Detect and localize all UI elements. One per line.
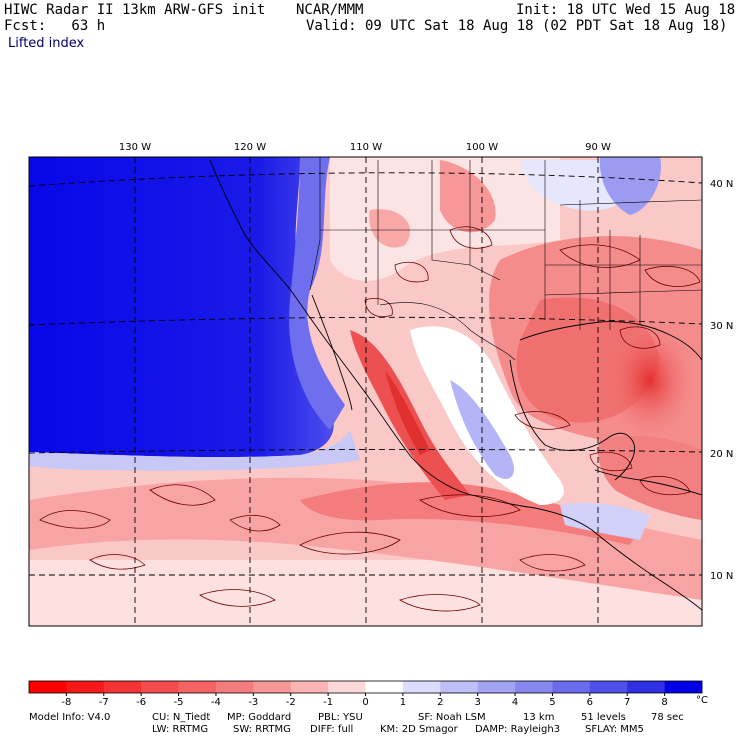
colorbar-tick-label: -3	[248, 697, 258, 708]
colorbar-tick-label: -4	[211, 697, 221, 708]
colorbar-unit: °C	[696, 695, 708, 706]
contour-lines	[39, 226, 701, 612]
colorbar-tick-label: 6	[587, 697, 593, 708]
forecast-hour: Fcst: 63 h	[4, 18, 106, 34]
colorbar-swatch	[589, 681, 628, 693]
valid-time: Valid: 09 UTC Sat 18 Aug 18 (02 PDT Sat …	[306, 18, 728, 34]
institution-label: NCAR/MMM	[296, 2, 364, 18]
timestep: 78 sec	[651, 712, 684, 723]
diffusion-setting: DIFF: full	[310, 724, 354, 735]
colorbar-tick-label: 2	[437, 697, 443, 708]
colorbar-swatch	[402, 681, 441, 693]
map-frame	[28, 156, 703, 627]
colorbar-tick-label: -5	[174, 697, 184, 708]
colorbar-tick-label: 5	[549, 697, 555, 708]
lon-label-130w: 130 W	[119, 142, 151, 153]
grid-spacing: 13 km	[523, 712, 555, 723]
colorbar-swatch	[29, 681, 67, 693]
lat-label-10n: 10 N	[710, 571, 733, 582]
lon-label-90w: 90 W	[585, 142, 611, 153]
colorbar-tick-label: 0	[362, 697, 368, 708]
lon-label-100w: 100 W	[466, 142, 498, 153]
colorbar-swatch	[515, 681, 553, 693]
graticule	[29, 157, 702, 626]
colorbar-tick-label: -2	[286, 697, 296, 708]
colorbar-swatch	[440, 681, 478, 693]
colorbar-swatch	[66, 681, 105, 693]
colorbar-tick-label: -7	[99, 697, 109, 708]
colorbar-tick-label: -6	[136, 697, 146, 708]
lat-label-30n: 30 N	[710, 321, 733, 332]
colorbar-tick-label: -1	[323, 697, 333, 708]
microphysics-scheme: MP: Goddard	[227, 712, 292, 723]
coastlines	[209, 159, 702, 611]
lat-label-20n: 20 N	[710, 449, 733, 460]
colorbar-tick-label: -8	[61, 697, 71, 708]
lat-label-40n: 40 N	[710, 179, 733, 190]
cumulus-scheme: CU: N_Tiedt	[152, 712, 211, 723]
surface-scheme: SF: Noah LSM	[418, 712, 486, 723]
pbl-scheme: PBL: YSU	[318, 712, 363, 723]
colorbar	[28, 680, 703, 696]
shortwave-scheme: SW: RRTMG	[233, 724, 291, 735]
vertical-levels: 51 levels	[581, 712, 626, 723]
model-title: HIWC Radar II 13km ARW-GFS init	[4, 2, 266, 18]
colorbar-swatch	[253, 681, 292, 693]
field-name: Lifted index	[8, 36, 85, 51]
eddy-coefficient: KM: 2D Smagor	[380, 724, 458, 735]
colorbar-tick-label: 4	[512, 697, 518, 708]
colorbar-tick-label: 3	[474, 697, 480, 708]
colorbar-swatch	[552, 681, 591, 693]
colorbar-swatch	[328, 681, 366, 693]
pacific-stable-air	[29, 157, 334, 458]
colorbar-swatch	[664, 681, 703, 693]
init-time: Init: 18 UTC Wed 15 Aug 18	[516, 2, 736, 18]
colorbar-swatch	[215, 681, 254, 693]
colorbar-tick-label: 8	[661, 697, 667, 708]
longwave-scheme: LW: RRTMG	[152, 724, 209, 735]
surface-layer-scheme: SFLAY: MM5	[585, 724, 644, 735]
colorbar-swatch	[477, 681, 516, 693]
model-info: Model Info: V4.0	[29, 712, 111, 723]
colorbar-tick-label: 7	[624, 697, 630, 708]
colorbar-swatch	[103, 681, 142, 693]
colorbar-swatch	[290, 681, 329, 693]
colorbar-swatch	[178, 681, 217, 693]
colorbar-swatch	[365, 681, 404, 693]
state-borders	[309, 157, 702, 361]
colorbar-tick-label: 1	[400, 697, 406, 708]
lon-label-110w: 110 W	[350, 142, 382, 153]
lon-label-120w: 120 W	[234, 142, 266, 153]
colorbar-swatch	[627, 681, 665, 693]
colorbar-swatch	[141, 681, 179, 693]
damping-setting: DAMP: Rayleigh3	[475, 724, 561, 735]
